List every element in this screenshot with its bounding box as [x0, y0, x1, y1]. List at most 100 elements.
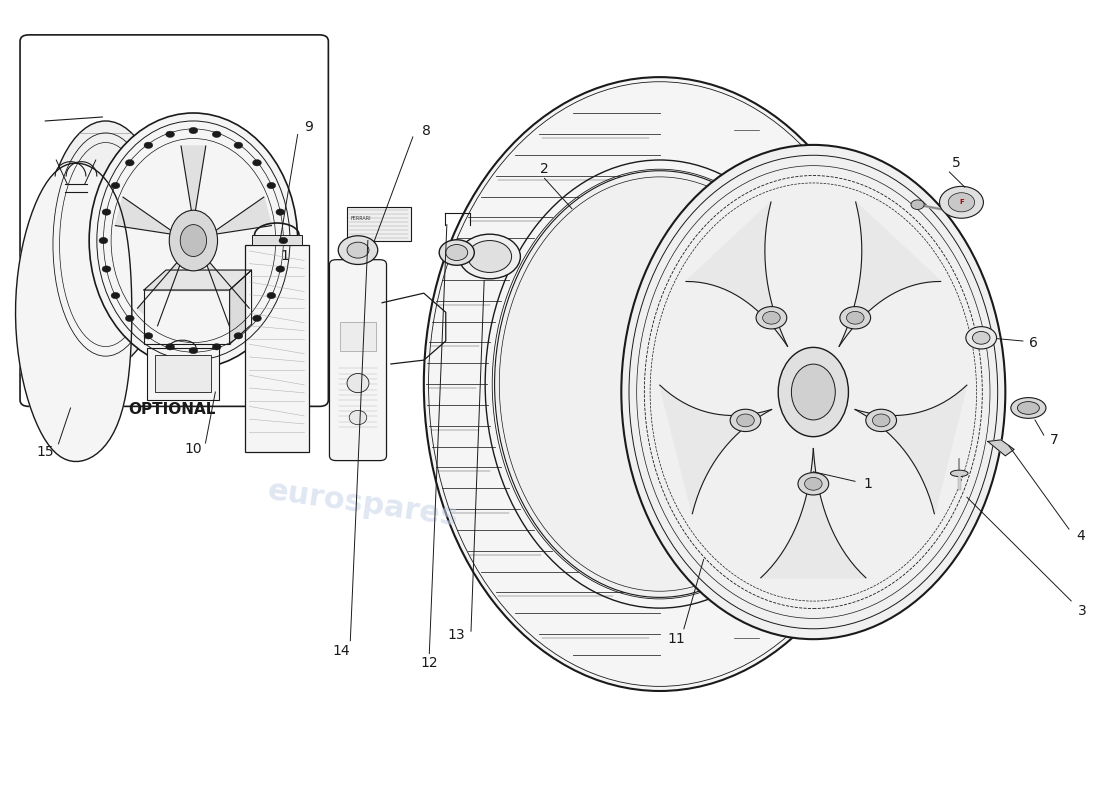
Polygon shape [230, 270, 252, 344]
Bar [252, 235, 302, 245]
Circle shape [166, 344, 175, 350]
Circle shape [267, 292, 276, 298]
Text: eurospares: eurospares [635, 324, 882, 396]
Polygon shape [988, 440, 1014, 456]
Polygon shape [686, 202, 788, 346]
Ellipse shape [972, 331, 990, 344]
Ellipse shape [756, 306, 786, 329]
Bar [147, 348, 219, 400]
Ellipse shape [45, 121, 166, 368]
Text: 6: 6 [1030, 336, 1038, 350]
Ellipse shape [439, 240, 474, 266]
Text: 12: 12 [420, 656, 438, 670]
Text: 3: 3 [1078, 604, 1087, 618]
Ellipse shape [866, 410, 896, 431]
Polygon shape [182, 146, 206, 223]
Circle shape [166, 131, 175, 138]
Ellipse shape [424, 77, 895, 691]
Text: 14: 14 [332, 644, 350, 658]
Ellipse shape [621, 145, 1005, 639]
Ellipse shape [346, 374, 368, 393]
Ellipse shape [737, 414, 755, 426]
Ellipse shape [446, 245, 468, 261]
Polygon shape [144, 270, 252, 290]
Polygon shape [15, 163, 132, 462]
Text: OPTIONAL: OPTIONAL [128, 402, 216, 417]
Circle shape [267, 182, 276, 189]
Polygon shape [204, 254, 250, 326]
Ellipse shape [1018, 402, 1040, 414]
Text: 2: 2 [540, 162, 549, 176]
Bar [346, 207, 410, 241]
Text: 1: 1 [864, 477, 872, 490]
Text: 8: 8 [421, 123, 430, 138]
Ellipse shape [338, 236, 377, 265]
Bar [340, 322, 375, 350]
Bar [155, 354, 211, 392]
Circle shape [102, 209, 111, 215]
Circle shape [276, 209, 285, 215]
Ellipse shape [180, 225, 207, 257]
Circle shape [276, 266, 285, 272]
Circle shape [189, 347, 198, 354]
Text: F: F [959, 199, 964, 206]
Polygon shape [855, 385, 967, 514]
Polygon shape [839, 202, 940, 346]
Circle shape [212, 344, 221, 350]
Ellipse shape [459, 234, 520, 279]
Circle shape [253, 159, 262, 166]
Circle shape [279, 238, 288, 244]
Circle shape [125, 159, 134, 166]
Circle shape [99, 238, 108, 244]
Circle shape [253, 315, 262, 322]
Text: 5: 5 [952, 156, 960, 170]
Text: FERRARI: FERRARI [350, 216, 371, 222]
Polygon shape [660, 385, 771, 514]
Ellipse shape [346, 242, 368, 258]
Ellipse shape [840, 306, 870, 329]
Ellipse shape [778, 347, 848, 437]
Ellipse shape [762, 311, 780, 324]
Polygon shape [209, 197, 272, 235]
Text: eurospares: eurospares [266, 476, 461, 531]
Ellipse shape [966, 326, 997, 349]
FancyBboxPatch shape [20, 35, 329, 406]
Circle shape [111, 182, 120, 189]
Text: 4: 4 [1077, 529, 1086, 542]
Text: 1: 1 [280, 250, 289, 263]
Circle shape [212, 131, 221, 138]
Ellipse shape [911, 200, 924, 210]
Ellipse shape [169, 210, 218, 271]
Ellipse shape [1011, 398, 1046, 418]
Ellipse shape [730, 410, 761, 431]
Text: 13: 13 [448, 628, 465, 642]
Ellipse shape [872, 414, 890, 426]
Circle shape [948, 193, 975, 212]
Text: 10: 10 [185, 442, 202, 457]
Bar [144, 290, 230, 344]
Ellipse shape [468, 241, 512, 273]
Ellipse shape [495, 170, 825, 598]
Ellipse shape [847, 311, 864, 324]
Text: 9: 9 [305, 120, 314, 134]
Ellipse shape [798, 473, 828, 495]
Circle shape [234, 333, 243, 339]
Bar [245, 245, 309, 452]
Ellipse shape [950, 470, 968, 477]
Ellipse shape [89, 113, 298, 368]
Text: 11: 11 [668, 632, 685, 646]
Ellipse shape [791, 364, 835, 420]
Circle shape [234, 142, 243, 149]
Text: 15: 15 [36, 445, 54, 459]
Circle shape [189, 127, 198, 134]
Circle shape [125, 315, 134, 322]
Circle shape [111, 292, 120, 298]
Polygon shape [116, 197, 178, 235]
Circle shape [939, 186, 983, 218]
Circle shape [144, 142, 153, 149]
FancyBboxPatch shape [330, 260, 386, 461]
Text: 7: 7 [1050, 433, 1059, 447]
Ellipse shape [804, 478, 822, 490]
Polygon shape [138, 254, 184, 326]
Polygon shape [761, 449, 866, 578]
